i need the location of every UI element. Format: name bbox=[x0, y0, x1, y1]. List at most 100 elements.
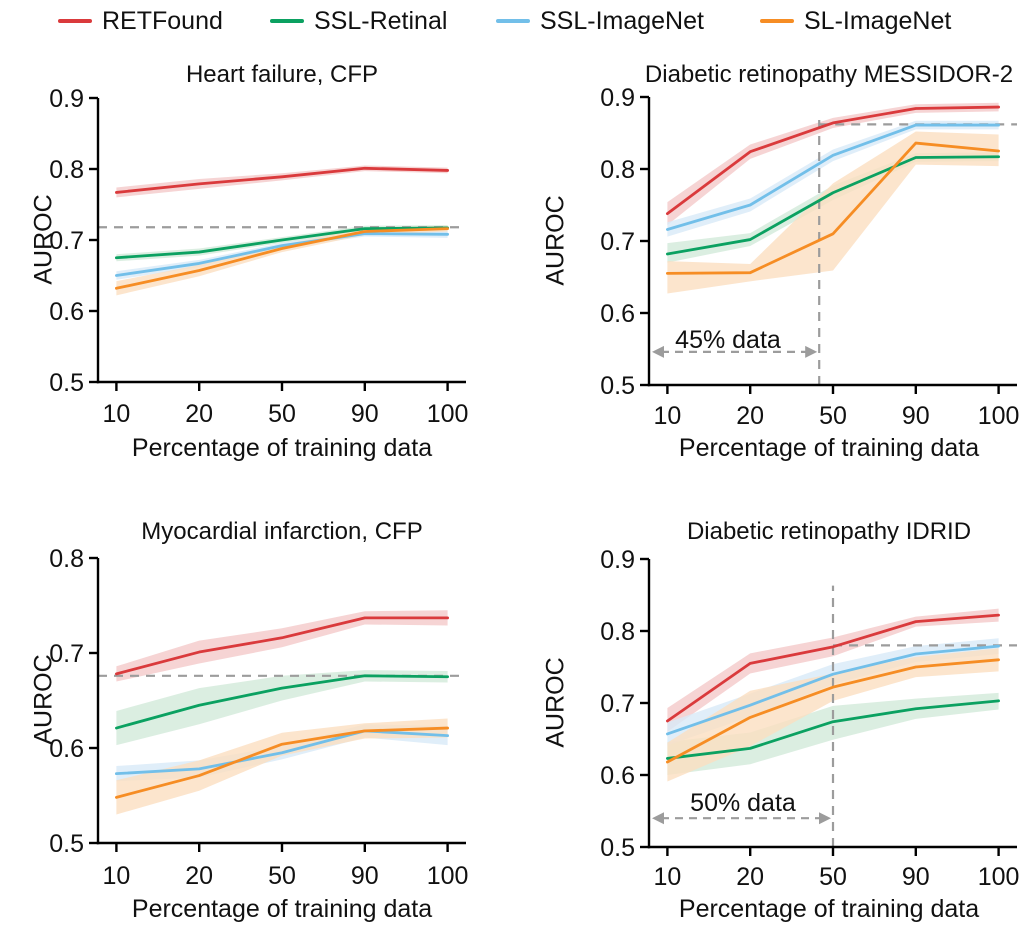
x-tick-label: 20 bbox=[185, 400, 213, 428]
band-sl-imagenet bbox=[116, 718, 448, 815]
band-ssl-imagenet bbox=[116, 230, 448, 280]
arrowhead-left-icon bbox=[652, 812, 664, 825]
legend-swatch-ssl-retinal-line bbox=[270, 19, 304, 23]
line-ssl-retinal bbox=[665, 155, 1001, 256]
line-retfound bbox=[665, 613, 1001, 723]
legend-label-retfound: RETFound bbox=[102, 7, 223, 35]
y-axis-label-heart-failure: AUROC bbox=[29, 194, 58, 285]
axes: 0.5 0.6 0.7 0.8 0.9 10 20 50 90 100 bbox=[600, 546, 1019, 891]
x-tick-label: 50 bbox=[268, 862, 296, 890]
series-lines bbox=[665, 105, 1001, 275]
chart-title-myocardial-infarction: Myocardial infarction, CFP bbox=[141, 518, 423, 545]
line-sl-imagenet bbox=[115, 726, 450, 799]
x-tick-label: 50 bbox=[268, 400, 296, 428]
series-lines bbox=[115, 616, 450, 799]
band-ssl-retinal bbox=[116, 670, 448, 746]
y-tick-label: 0.5 bbox=[49, 830, 84, 858]
chart-canvas-myocardial-infarction: 0.5 0.6 0.7 0.8 10 20 50 90 100 bbox=[49, 545, 469, 890]
band-ssl-retinal bbox=[667, 152, 999, 263]
line-sl-imagenet bbox=[665, 141, 1001, 275]
x-tick-label: 50 bbox=[819, 402, 847, 430]
chart-heart-failure-cfp: 0.5 0.6 0.7 0.8 0.9 10 20 50 90 100 bbox=[0, 42, 510, 487]
line-ssl-retinal bbox=[665, 699, 1001, 760]
axes: 0.5 0.6 0.7 0.8 0.9 10 20 50 90 100 bbox=[49, 85, 468, 428]
chart-canvas-messidor2: 0.5 0.6 0.7 0.8 0.9 10 20 50 90 100 bbox=[600, 84, 1019, 430]
chart-title-messidor2: Diabetic retinopathy MESSIDOR-2 bbox=[644, 61, 1014, 88]
legend-swatch-retfound-line bbox=[58, 19, 92, 23]
y-tick-label: 0.6 bbox=[49, 735, 84, 763]
x-tick-label: 100 bbox=[978, 402, 1020, 430]
y-axis-label-messidor2: AUROC bbox=[541, 195, 570, 286]
x-axis-label-heart-failure: Percentage of training data bbox=[131, 434, 433, 462]
x-tick-label: 90 bbox=[351, 400, 379, 428]
x-tick-label: 100 bbox=[427, 400, 469, 428]
y-tick-label: 0.9 bbox=[49, 85, 84, 113]
x-tick-label: 10 bbox=[653, 863, 681, 891]
confidence-bands bbox=[667, 102, 999, 294]
x-tick-label: 20 bbox=[736, 402, 764, 430]
x-tick-label: 50 bbox=[819, 863, 847, 891]
line-retfound bbox=[115, 166, 450, 194]
y-tick-label: 0.7 bbox=[600, 690, 635, 718]
chart-diabetic-retinopathy-messidor2: 0.5 0.6 0.7 0.8 0.9 10 20 50 90 100 bbox=[510, 42, 1020, 487]
line-ssl-imagenet bbox=[665, 644, 1001, 736]
line-ssl-retinal bbox=[115, 226, 450, 260]
legend-label-ssl-imagenet: SSL-ImageNet bbox=[540, 7, 704, 35]
figure-legend: RETFound SSL-Retinal SSL-ImageNet SL-Ima… bbox=[0, 0, 1020, 42]
y-tick-label: 0.5 bbox=[600, 834, 635, 862]
x-tick-label: 100 bbox=[427, 862, 469, 890]
arrowhead-left-icon bbox=[652, 345, 664, 358]
y-tick-label: 0.9 bbox=[600, 84, 635, 112]
x-tick-label: 10 bbox=[653, 402, 681, 430]
chart-title-idrid: Diabetic retinopathy IDRID bbox=[686, 518, 972, 545]
x-axis-label-myocardial-infarction: Percentage of training data bbox=[131, 895, 433, 923]
y-tick-label: 0.7 bbox=[600, 228, 635, 256]
line-retfound bbox=[665, 105, 1001, 216]
band-ssl-imagenet bbox=[667, 120, 999, 237]
line-retfound bbox=[115, 616, 450, 676]
line-ssl-imagenet bbox=[115, 729, 450, 776]
x-tick-label: 10 bbox=[102, 862, 130, 890]
y-tick-label: 0.8 bbox=[49, 545, 84, 573]
legend-swatch-sl-imagenet-line bbox=[760, 19, 794, 23]
axes: 0.5 0.6 0.7 0.8 0.9 10 20 50 90 100 bbox=[600, 84, 1019, 430]
series-lines bbox=[115, 166, 450, 290]
chart-title-heart-failure: Heart failure, CFP bbox=[185, 61, 379, 88]
x-tick-label: 20 bbox=[736, 863, 764, 891]
y-tick-label: 0.8 bbox=[600, 156, 635, 184]
y-tick-label: 0.9 bbox=[600, 546, 635, 574]
annotation-45-percent-data: 45% data bbox=[675, 326, 781, 354]
x-tick-label: 20 bbox=[185, 862, 213, 890]
arrowhead-right-icon bbox=[805, 345, 818, 358]
legend-item-sl-imagenet: SL-ImageNet bbox=[760, 6, 951, 36]
y-tick-label: 0.5 bbox=[600, 372, 635, 400]
band-retfound bbox=[667, 608, 999, 732]
x-tick-label: 10 bbox=[102, 400, 130, 428]
legend-item-retfound: RETFound bbox=[58, 6, 223, 36]
line-ssl-imagenet bbox=[665, 123, 1001, 231]
line-sl-imagenet bbox=[665, 658, 1001, 764]
x-tick-label: 90 bbox=[351, 862, 379, 890]
y-tick-label: 0.6 bbox=[600, 762, 635, 790]
legend-item-ssl-imagenet: SSL-ImageNet bbox=[496, 6, 704, 36]
series-lines bbox=[665, 613, 1001, 764]
legend-item-ssl-retinal: SSL-Retinal bbox=[270, 6, 447, 36]
line-ssl-imagenet bbox=[115, 232, 450, 277]
chart-myocardial-infarction-cfp: 0.5 0.6 0.7 0.8 10 20 50 90 100 bbox=[0, 490, 510, 927]
chart-canvas-idrid: 0.5 0.6 0.7 0.8 0.9 10 20 50 90 100 bbox=[600, 546, 1019, 891]
y-tick-label: 0.7 bbox=[49, 227, 84, 255]
legend-label-ssl-retinal: SSL-Retinal bbox=[314, 7, 448, 35]
y-tick-label: 0.8 bbox=[600, 618, 635, 646]
band-sl-imagenet bbox=[667, 131, 999, 294]
legend-label-sl-imagenet: SL-ImageNet bbox=[804, 7, 952, 35]
y-tick-label: 0.6 bbox=[600, 300, 635, 328]
band-retfound bbox=[116, 610, 448, 682]
chart-canvas-heart-failure: 0.5 0.6 0.7 0.8 0.9 10 20 50 90 100 bbox=[49, 85, 468, 428]
y-tick-label: 0.6 bbox=[49, 298, 84, 326]
chart-diabetic-retinopathy-idrid: 0.5 0.6 0.7 0.8 0.9 10 20 50 90 100 bbox=[510, 490, 1020, 927]
annotation-50-percent-data: 50% data bbox=[690, 789, 796, 817]
y-tick-label: 0.5 bbox=[49, 369, 84, 397]
legend-swatch-ssl-imagenet-line bbox=[496, 19, 530, 23]
x-tick-label: 90 bbox=[902, 402, 930, 430]
reference-annotations bbox=[652, 585, 1017, 847]
